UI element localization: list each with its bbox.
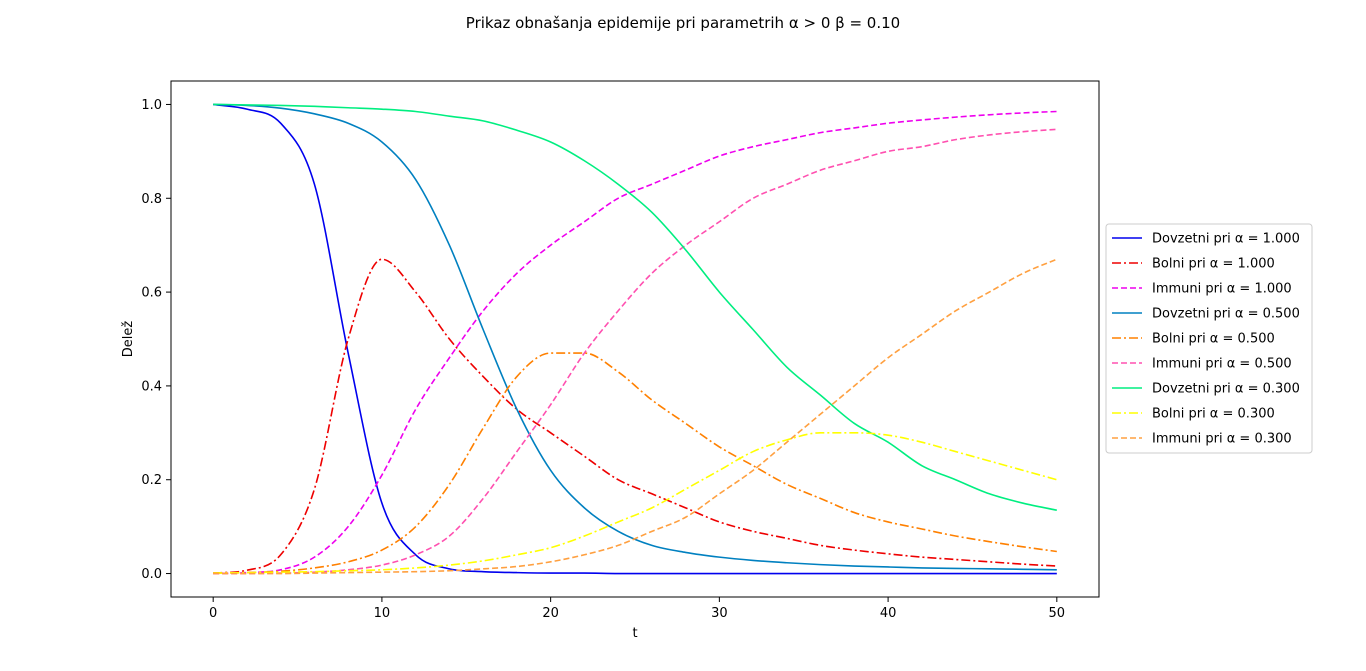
y-tick-label: 0.0 bbox=[141, 567, 162, 582]
y-axis-label: Delež bbox=[121, 321, 136, 358]
legend-entry-label: Immuni pri α = 1.000 bbox=[1152, 282, 1292, 297]
legend-box bbox=[1105, 223, 1313, 454]
y-tick-label: 0.2 bbox=[141, 473, 162, 488]
legend: Dovzetni pri α = 1.000 Bolni pri α = 1.00… bbox=[1105, 223, 1313, 454]
series-line-8 bbox=[213, 432, 1058, 574]
series-line-9 bbox=[213, 258, 1058, 575]
x-tick-label: 30 bbox=[711, 606, 728, 621]
x-axis-label: t bbox=[632, 626, 637, 641]
series-line-3 bbox=[213, 110, 1057, 575]
series-line-1 bbox=[213, 103, 1057, 575]
legend-entry-label: Immuni pri α = 0.500 bbox=[1152, 357, 1292, 372]
x-tick-label: 50 bbox=[1049, 606, 1066, 621]
series-line-4 bbox=[213, 103, 1057, 571]
x-tick-label: 0 bbox=[209, 606, 217, 621]
legend-entry-label: Bolni pri α = 0.500 bbox=[1152, 332, 1275, 347]
series-line-7 bbox=[213, 103, 1057, 512]
y-axis-ticks: 0.0 0.2 0.4 0.6 0.8 1.0 bbox=[141, 98, 171, 582]
plot-area bbox=[170, 80, 1100, 598]
legend-entry-label: Dovzetni pri α = 0.300 bbox=[1152, 382, 1300, 397]
x-tick-label: 40 bbox=[880, 606, 897, 621]
legend-entry-label: Dovzetni pri α = 0.500 bbox=[1152, 307, 1300, 322]
chart-title: Prikaz obnašanja epidemije pri parametri… bbox=[466, 14, 900, 32]
series-line-5 bbox=[213, 352, 1057, 574]
series-line-6 bbox=[213, 128, 1057, 575]
legend-entry-label: Bolni pri α = 0.300 bbox=[1152, 407, 1275, 422]
axes-frame bbox=[170, 80, 1100, 598]
x-axis-ticks: 0 10 20 30 40 50 bbox=[209, 597, 1065, 621]
series-line-2 bbox=[213, 258, 1057, 574]
y-tick-label: 0.4 bbox=[141, 379, 162, 394]
legend-entry-label: Immuni pri α = 0.300 bbox=[1152, 432, 1292, 447]
legend-entry-label: Bolni pri α = 1.000 bbox=[1152, 257, 1275, 272]
y-tick-label: 0.6 bbox=[141, 286, 162, 301]
x-tick-label: 10 bbox=[374, 606, 391, 621]
y-tick-label: 0.8 bbox=[141, 192, 162, 207]
series-layer bbox=[213, 103, 1058, 575]
legend-entry-label: Dovzetni pri α = 1.000 bbox=[1152, 232, 1300, 247]
y-tick-label: 1.0 bbox=[141, 98, 162, 113]
x-tick-label: 20 bbox=[542, 606, 559, 621]
